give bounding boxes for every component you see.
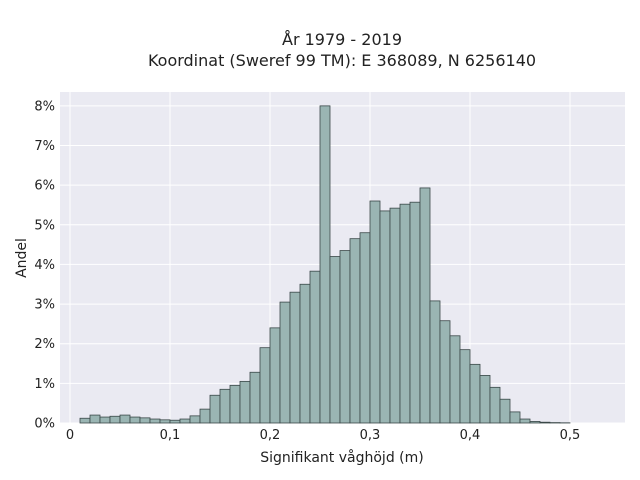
histogram-bar [419, 187, 431, 424]
histogram-bar [379, 210, 391, 424]
histogram-bar [229, 384, 241, 424]
histogram-bar [429, 300, 441, 424]
histogram-bar [459, 349, 471, 424]
histogram-bar [209, 394, 221, 424]
histogram-bar [109, 415, 121, 424]
histogram-bar [179, 418, 191, 424]
histogram-bar [389, 207, 401, 424]
y-tick-label: 5% [34, 218, 55, 233]
histogram-bar [509, 411, 521, 424]
histogram-bar [349, 238, 361, 424]
histogram-bar [409, 201, 421, 424]
histogram-bar [359, 232, 371, 424]
histogram-bar [129, 416, 141, 424]
histogram-bar [189, 415, 201, 424]
histogram-bar [99, 416, 111, 424]
histogram-bar [519, 418, 531, 424]
bars [79, 105, 571, 424]
x-tick-label: 0,5 [560, 428, 581, 443]
y-axis-label: Andel [14, 238, 30, 278]
histogram-bar [339, 250, 351, 424]
histogram-bar [319, 105, 331, 424]
histogram-bar [149, 418, 161, 424]
histogram-bar [439, 320, 451, 424]
x-tick-label: 0,4 [460, 428, 481, 443]
histogram-bar [119, 414, 131, 424]
histogram-bar [259, 347, 271, 424]
histogram-bar [279, 301, 291, 424]
histogram-bar [79, 417, 91, 424]
histogram-bar [159, 419, 171, 424]
y-tick-label: 6% [34, 179, 55, 194]
histogram-bar [289, 291, 301, 424]
y-tick-label: 0% [34, 417, 55, 432]
x-tick-label: 0 [66, 428, 74, 443]
y-tick-label: 1% [34, 377, 55, 392]
histogram-bar [239, 380, 251, 424]
histogram-bar [299, 283, 311, 424]
y-tick-label: 2% [34, 337, 55, 352]
chart-title: År 1979 - 2019 [282, 30, 402, 49]
x-tick-label: 0,1 [160, 428, 181, 443]
x-axis-ticks: 0 0,1 0,2 0,3 0,4 0,5 [66, 428, 580, 443]
histogram-bar [89, 414, 101, 424]
y-tick-label: 3% [34, 298, 55, 313]
x-axis-label: Signifikant våghöjd (m) [260, 449, 423, 466]
histogram-bar [329, 256, 341, 424]
y-tick-label: 8% [34, 99, 55, 114]
histogram-bar [399, 203, 411, 424]
histogram-bar [369, 200, 381, 424]
histogram-bar [269, 327, 281, 424]
histogram-bar [469, 363, 481, 424]
histogram-bar [479, 375, 491, 424]
y-tick-label: 7% [34, 139, 55, 154]
y-axis-ticks: 0% 1% 2% 3% 4% 5% 6% 7% 8% [34, 99, 55, 431]
histogram-bar [309, 270, 321, 424]
histogram-bar [169, 419, 181, 424]
histogram-bar [529, 421, 541, 424]
histogram-bar [539, 421, 551, 424]
histogram-bar [489, 386, 501, 424]
histogram-bar [199, 408, 211, 424]
x-tick-label: 0,3 [360, 428, 381, 443]
histogram-bar [449, 335, 461, 424]
histogram-bar [219, 388, 231, 424]
histogram-bar [139, 417, 151, 424]
histogram-bar [499, 398, 511, 424]
x-tick-label: 0,2 [260, 428, 281, 443]
y-tick-label: 4% [34, 258, 55, 273]
chart-subtitle: Koordinat (Sweref 99 TM): E 368089, N 62… [148, 51, 536, 70]
histogram-bar [249, 371, 261, 424]
